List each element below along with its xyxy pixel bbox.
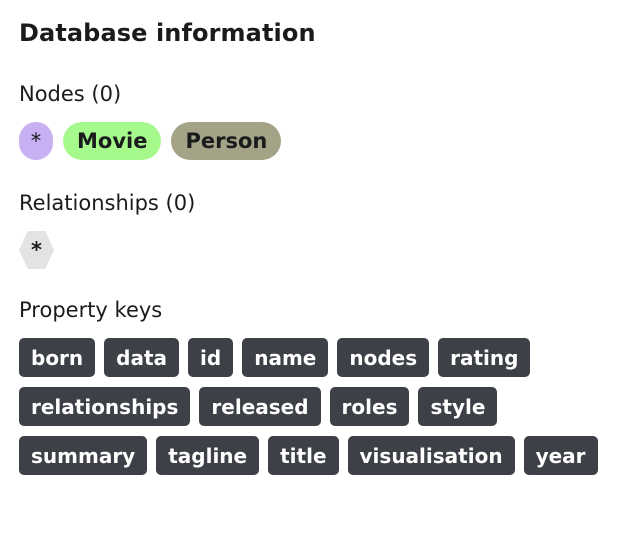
property-keys-row: summary tagline title visualisation year <box>19 436 619 475</box>
property-key-chip-summary[interactable]: summary <box>19 436 148 475</box>
relationships-heading: Relationships (0) <box>19 191 196 215</box>
node-label-chip-person[interactable]: Person <box>171 122 282 160</box>
node-label-chip-movie[interactable]: Movie <box>63 122 162 160</box>
relationship-type-chip-all[interactable]: * <box>19 231 54 269</box>
property-keys-list: born data id name nodes rating relationships re… <box>19 338 619 475</box>
property-key-chip-roles[interactable]: roles <box>329 387 410 426</box>
property-key-chip-visualisation[interactable]: visualisation <box>347 436 515 475</box>
property-key-chip-style[interactable]: style <box>418 387 498 426</box>
nodes-heading: Nodes (0) <box>19 82 122 106</box>
relationship-types-list: * <box>19 231 624 269</box>
property-key-chip-released[interactable]: released <box>199 387 321 426</box>
property-key-chip-year[interactable]: year <box>523 436 598 475</box>
property-key-chip-born[interactable]: born <box>19 338 96 377</box>
node-labels-list: * Movie Person <box>19 122 624 160</box>
property-keys-heading: Property keys <box>19 298 163 322</box>
property-keys-row: born data id name nodes rating <box>19 338 619 377</box>
property-key-chip-tagline[interactable]: tagline <box>156 436 260 475</box>
property-key-chip-data[interactable]: data <box>104 338 180 377</box>
property-keys-row: relationships released roles style <box>19 387 619 426</box>
property-key-chip-rating[interactable]: rating <box>438 338 531 377</box>
panel-title: Database information <box>19 19 316 47</box>
property-key-chip-nodes[interactable]: nodes <box>337 338 430 377</box>
property-key-chip-name[interactable]: name <box>242 338 329 377</box>
property-key-chip-title[interactable]: title <box>268 436 339 475</box>
property-key-chip-relationships[interactable]: relationships <box>19 387 191 426</box>
property-key-chip-id[interactable]: id <box>188 338 234 377</box>
node-label-chip-all[interactable]: * <box>19 122 53 160</box>
